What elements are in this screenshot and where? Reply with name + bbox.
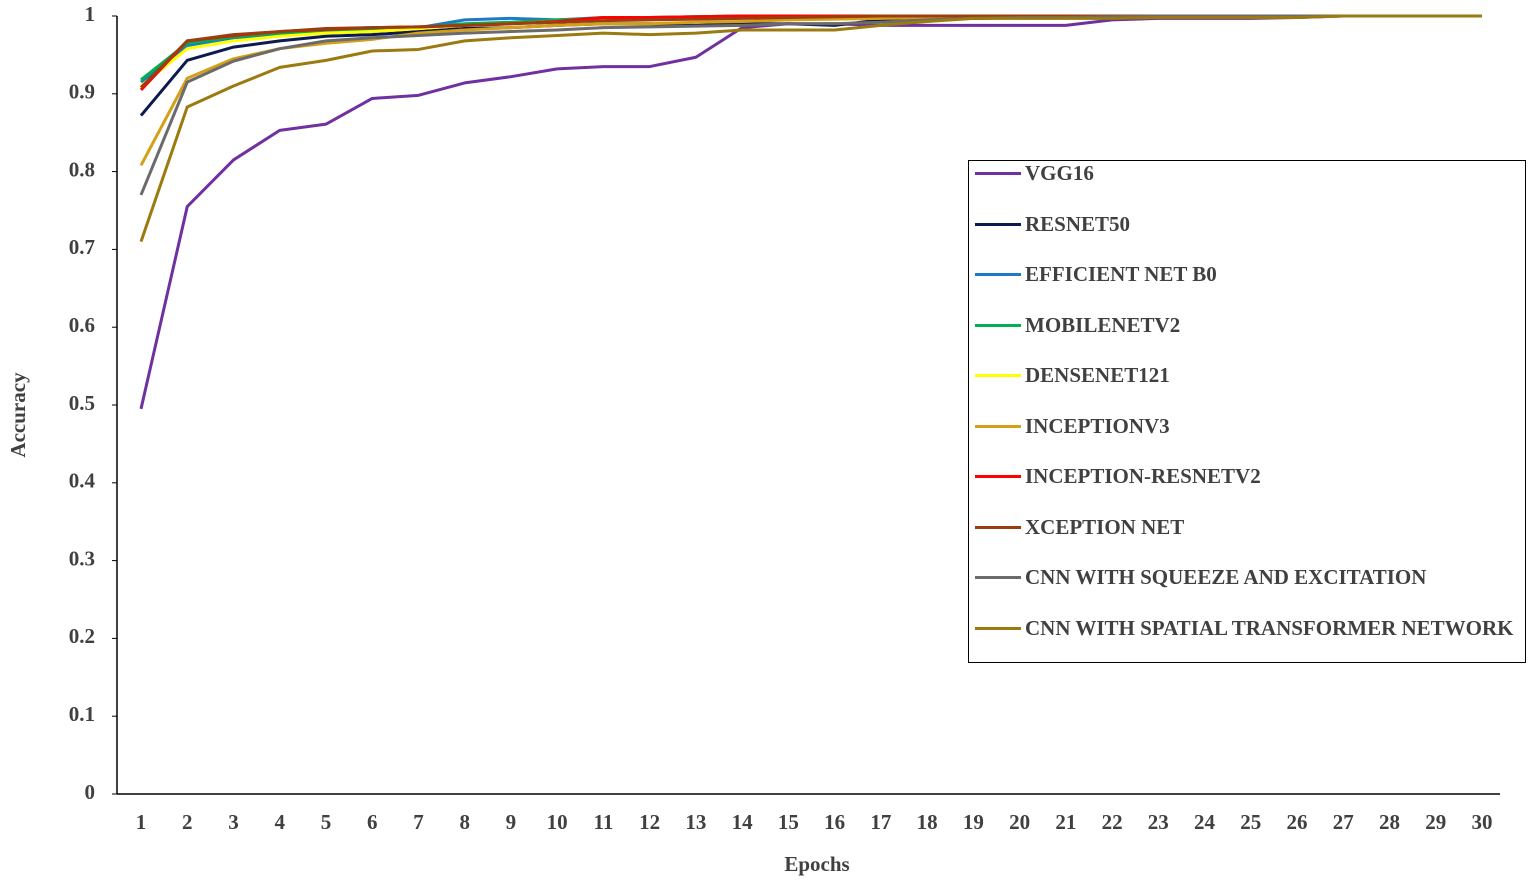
- x-tick-label: 8: [459, 810, 470, 834]
- legend-item: EFFICIENT NET B0: [969, 262, 1525, 313]
- x-tick-label: 9: [506, 810, 517, 834]
- x-tick-label: 27: [1333, 810, 1354, 834]
- legend-label: EFFICIENT NET B0: [1025, 262, 1217, 286]
- legend-swatch: [975, 424, 1021, 428]
- series-line: [139, 14, 1482, 243]
- legend-item: XCEPTION NET: [969, 515, 1525, 566]
- x-tick-label: 14: [732, 810, 754, 834]
- legend-swatch: [975, 172, 1021, 175]
- x-axis-label: Epochs: [784, 852, 849, 876]
- x-tick-label: 16: [824, 810, 845, 834]
- legend-swatch: [975, 222, 1021, 226]
- x-tick-label: 13: [685, 810, 706, 834]
- series-line: [140, 14, 1482, 88]
- x-tick-label: 25: [1240, 810, 1261, 834]
- legend-item: INCEPTIONV3: [969, 414, 1525, 465]
- y-tick-label: 0.1: [69, 702, 95, 726]
- series-line: [139, 14, 1482, 196]
- x-tick-label: 5: [321, 810, 332, 834]
- y-tick-label: 0.9: [69, 80, 95, 104]
- x-tick-label: 10: [547, 810, 568, 834]
- legend-item: CNN WITH SQUEEZE AND EXCITATION: [969, 565, 1525, 616]
- legend-swatch: [975, 576, 1021, 579]
- x-tick-label: 4: [274, 810, 285, 834]
- y-tick-label: 0.7: [69, 235, 95, 259]
- x-tick-label: 15: [778, 810, 799, 834]
- legend-label: INCEPTION-RESNETV2: [1025, 464, 1261, 488]
- legend-item: MOBILENETV2: [969, 313, 1525, 364]
- legend-label: MOBILENETV2: [1025, 312, 1181, 337]
- legend-label: DENSENET121: [1025, 363, 1170, 387]
- legend-item: VGG16: [969, 161, 1525, 212]
- x-tick-label: 19: [963, 810, 984, 834]
- legend: VGG16 RESNET50 EFFICIENT NET B0 MOBILENETV2…: [968, 160, 1526, 663]
- legend-label: RESNET50: [1025, 211, 1131, 236]
- y-tick-label: 0: [85, 780, 96, 804]
- legend-label: VGG16: [1025, 161, 1094, 185]
- y-tick-label: 0.5: [69, 391, 95, 415]
- x-tick-label: 26: [1287, 810, 1308, 834]
- x-tick-label: 24: [1194, 810, 1216, 834]
- legend-swatch: [975, 525, 1021, 529]
- x-tick-label: 6: [367, 810, 378, 834]
- x-tick-label: 28: [1379, 810, 1400, 834]
- legend-item: CNN WITH SPATIAL TRANSFORMER NETWORK: [969, 616, 1525, 667]
- legend-swatch: [975, 374, 1021, 377]
- y-tick-label: 0.8: [69, 157, 95, 181]
- x-tick-label: 22: [1102, 810, 1123, 834]
- x-tick-label: 3: [228, 810, 239, 834]
- legend-swatch: [975, 273, 1021, 276]
- x-tick-label: 21: [1055, 810, 1076, 834]
- y-tick-label: 1: [85, 2, 96, 26]
- legend-label: CNN WITH SQUEEZE AND EXCITATION: [1025, 565, 1427, 589]
- legend-label: XCEPTION NET: [1025, 514, 1185, 539]
- x-tick-label: 1: [136, 810, 147, 834]
- x-tick-label: 7: [413, 810, 424, 834]
- x-tick-label: 2: [182, 810, 193, 834]
- x-tick-label: 12: [639, 810, 660, 834]
- x-tick-label: 18: [917, 810, 938, 834]
- series-line: [139, 14, 1482, 89]
- legend-item: RESNET50: [969, 212, 1525, 263]
- y-tick-label: 0.4: [69, 469, 96, 493]
- legend-swatch: [975, 323, 1021, 327]
- y-tick-label: 0.3: [69, 546, 95, 570]
- legend-swatch: [975, 475, 1021, 478]
- x-tick-label: 11: [593, 810, 613, 834]
- x-tick-label: 30: [1472, 810, 1493, 834]
- x-tick-label: 17: [870, 810, 891, 834]
- x-tick-label: 29: [1425, 810, 1446, 834]
- legend-swatch: [975, 626, 1021, 630]
- legend-item: INCEPTION-RESNETV2: [969, 464, 1525, 515]
- y-axis-label: Accuracy: [6, 372, 30, 458]
- x-tick-label: 20: [1009, 810, 1030, 834]
- y-tick-label: 0.6: [69, 313, 95, 337]
- legend-label: CNN WITH SPATIAL TRANSFORMER NETWORK: [1025, 615, 1514, 640]
- legend-item: DENSENET121: [969, 363, 1525, 414]
- y-tick-label: 0.2: [69, 624, 95, 648]
- legend-label: INCEPTIONV3: [1025, 413, 1170, 438]
- x-tick-label: 23: [1148, 810, 1169, 834]
